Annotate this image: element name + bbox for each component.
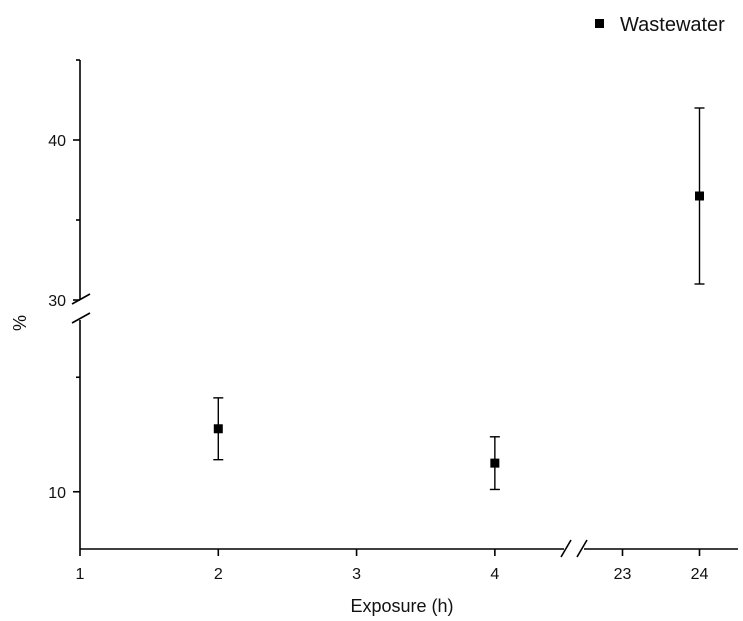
x-tick-label: 3 [352, 566, 361, 583]
x-axis-break-mark [560, 539, 572, 558]
legend: Wastewater [595, 14, 725, 36]
data-markers [213, 107, 705, 491]
y-axis-label: % [10, 315, 30, 331]
y-axis-break-mark [71, 293, 91, 305]
data-point [490, 458, 500, 468]
x-tick-label: 1 [76, 566, 85, 583]
data-point [695, 191, 704, 201]
x-tick-label: 4 [490, 566, 499, 583]
y-tick-label: 40 [48, 133, 66, 150]
x-tick-label: 23 [614, 566, 632, 583]
axes [71, 60, 738, 558]
y-tick-label: 10 [48, 485, 66, 502]
x-axis-break-mark [576, 539, 588, 558]
x-tick-label: 2 [214, 566, 223, 583]
data-point [213, 424, 223, 434]
legend-marker [595, 19, 604, 28]
x-axis-label: Exposure (h) [350, 596, 453, 616]
tick-marks [73, 59, 701, 556]
legend-label: Wastewater [620, 14, 725, 36]
y-axis-break-mark [71, 312, 91, 324]
x-tick-label: 24 [691, 566, 709, 583]
y-tick-label: 30 [48, 293, 66, 310]
